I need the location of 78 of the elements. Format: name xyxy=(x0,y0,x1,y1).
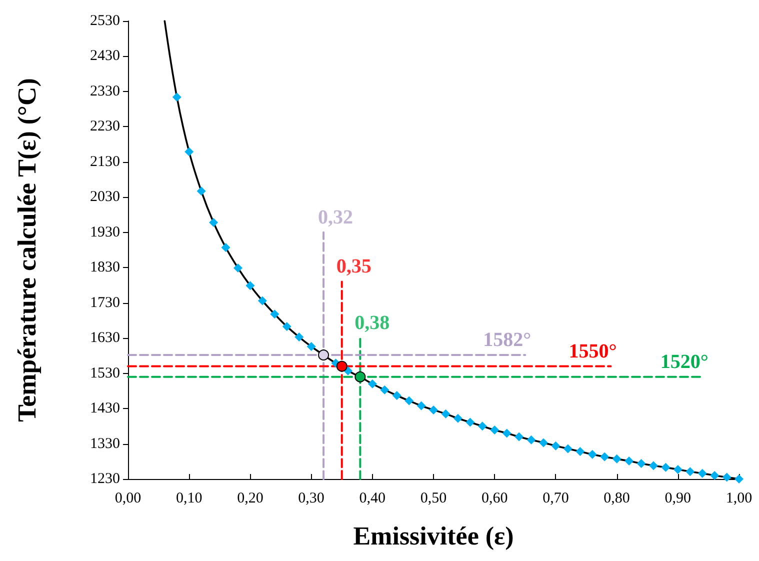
annotation: 0,35 xyxy=(336,256,372,278)
point xyxy=(514,432,524,442)
y-tick-label: 1430 xyxy=(90,400,120,417)
point xyxy=(502,428,512,438)
point xyxy=(636,459,646,468)
x-tick-label: 0,30 xyxy=(298,490,324,506)
point xyxy=(576,447,585,456)
y-tick-label: 2130 xyxy=(90,154,120,170)
point xyxy=(336,360,348,372)
y-tick-label: 2530 xyxy=(90,13,120,29)
y-tick-label: 1330 xyxy=(90,436,120,452)
point xyxy=(551,441,560,450)
point xyxy=(318,349,330,360)
point xyxy=(600,452,610,462)
point xyxy=(624,456,634,466)
point xyxy=(392,391,402,400)
y-tick-label: 2230 xyxy=(90,118,120,135)
point xyxy=(538,438,548,448)
point xyxy=(686,467,695,476)
annotation: 0,32 xyxy=(318,206,354,228)
point xyxy=(258,296,267,306)
point xyxy=(282,322,292,331)
x-tick-label: 1,00 xyxy=(726,490,752,506)
point xyxy=(490,426,500,435)
point xyxy=(221,243,230,252)
point xyxy=(246,281,255,290)
point xyxy=(661,462,670,472)
point xyxy=(673,464,682,474)
point xyxy=(648,461,658,470)
x-tick-label: 0,70 xyxy=(542,490,569,506)
point xyxy=(233,263,242,272)
y-tick-label: 2330 xyxy=(90,83,120,100)
point xyxy=(612,454,622,464)
annotation: 0,38 xyxy=(354,312,390,334)
x-tick-label: 0,80 xyxy=(604,490,630,506)
point xyxy=(466,418,475,427)
point xyxy=(380,385,390,394)
point xyxy=(294,332,304,342)
y-tick-label: 1230 xyxy=(90,471,120,487)
point xyxy=(453,414,462,423)
x-tick-label: 0,40 xyxy=(359,490,386,506)
y-tick-label: 1530 xyxy=(90,365,120,382)
point xyxy=(429,405,438,414)
point xyxy=(416,401,426,410)
point xyxy=(354,371,366,382)
y-tick-label: 2030 xyxy=(90,189,120,206)
point xyxy=(526,435,536,444)
y-tick-label: 1630 xyxy=(90,330,120,346)
x-tick-label: 0,10 xyxy=(176,490,202,506)
data-label: 1520° xyxy=(660,350,708,373)
data-label: 1550° xyxy=(568,340,617,362)
point xyxy=(698,468,707,478)
data-label: 1582° xyxy=(483,328,532,351)
point xyxy=(368,379,377,388)
point xyxy=(478,422,487,431)
y-tick-label: 1930 xyxy=(90,224,120,240)
point xyxy=(196,186,206,196)
x-tick-label: 0,50 xyxy=(420,490,447,506)
x-axis-title: Emissivitée (ε) xyxy=(353,522,514,550)
y-axis-title: Température calculée T(ε) (°C) xyxy=(12,78,42,422)
y-tick-label: 1830 xyxy=(90,260,120,276)
point xyxy=(441,409,450,418)
point xyxy=(588,450,597,459)
point xyxy=(404,396,414,406)
x-tick-label: 0,00 xyxy=(114,490,142,506)
point xyxy=(270,310,280,319)
point xyxy=(306,342,316,352)
point xyxy=(172,92,182,102)
y-tick-label: 1730 xyxy=(90,294,120,311)
point xyxy=(209,218,218,228)
x-tick-label: 0,20 xyxy=(237,490,264,506)
point xyxy=(184,147,194,156)
point xyxy=(722,472,732,482)
point xyxy=(710,470,720,480)
x-tick-label: 0,90 xyxy=(664,490,692,506)
x-tick-label: 0,60 xyxy=(481,490,508,506)
point xyxy=(563,444,572,454)
y-tick-label: 2430 xyxy=(90,48,120,64)
